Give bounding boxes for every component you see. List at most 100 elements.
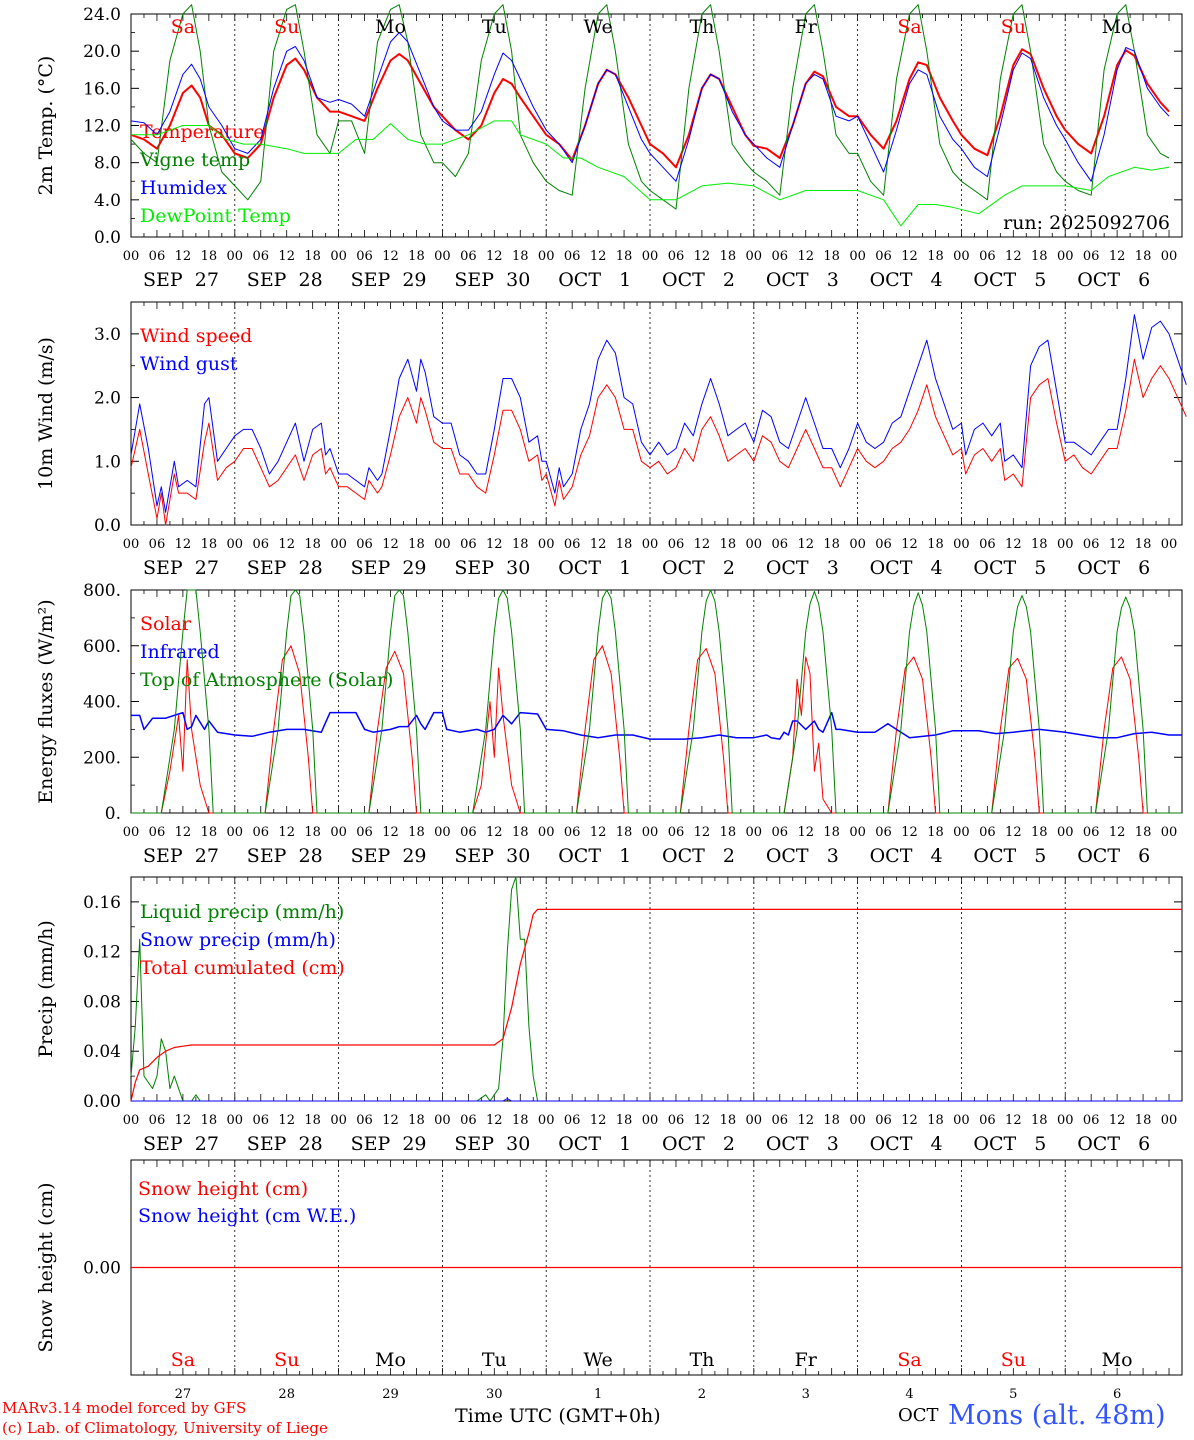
date-label: OCT 1 bbox=[558, 1133, 631, 1155]
hour-tick-label: 12 bbox=[278, 825, 295, 840]
hour-tick-label: 00 bbox=[642, 249, 659, 264]
hour-tick-label: 18 bbox=[304, 825, 321, 840]
hour-tick-label: 12 bbox=[382, 249, 399, 264]
hour-tick-label: 12 bbox=[278, 537, 295, 552]
weekday-label: Th bbox=[689, 16, 714, 38]
hour-tick-label: 18 bbox=[304, 249, 321, 264]
hour-tick-label: 00 bbox=[123, 537, 140, 552]
hour-tick-label: 18 bbox=[927, 825, 944, 840]
y-tick-label: 0.12 bbox=[83, 943, 121, 963]
hour-tick-label: 18 bbox=[304, 1113, 321, 1128]
hour-tick-label: 00 bbox=[953, 249, 970, 264]
hour-tick-label: 00 bbox=[123, 825, 140, 840]
weekday-label: We bbox=[583, 1349, 612, 1371]
panel-energy: 0. 200. 400. 600. 800. Energy fluxes (W/m²) So… bbox=[35, 581, 1183, 867]
date-label: SEP 30 bbox=[454, 1133, 530, 1155]
legend-entry: Wind gust bbox=[140, 353, 238, 375]
hour-tick-label: 06 bbox=[668, 537, 685, 552]
date-label: OCT 4 bbox=[870, 557, 943, 579]
hour-tick-label: 00 bbox=[1161, 825, 1178, 840]
date-label: SEP 27 bbox=[143, 557, 219, 579]
day-number-label: 5 bbox=[1009, 1387, 1017, 1402]
hour-tick-label: 06 bbox=[1083, 825, 1100, 840]
hour-tick-label: 06 bbox=[460, 249, 477, 264]
hour-tick-label: 12 bbox=[797, 825, 814, 840]
hour-tick-label: 18 bbox=[927, 249, 944, 264]
series-line-wind-gust bbox=[130, 314, 1187, 513]
hour-tick-label: 12 bbox=[797, 1113, 814, 1128]
legend-entry: Top of Atmosphere (Solar) bbox=[140, 669, 393, 691]
date-label: SEP 28 bbox=[247, 845, 323, 867]
hour-tick-label: 18 bbox=[1031, 249, 1048, 264]
hour-tick-label: 00 bbox=[849, 825, 866, 840]
hour-tick-label: 00 bbox=[642, 1113, 659, 1128]
hour-tick-label: 12 bbox=[382, 1113, 399, 1128]
hour-tick-label: 12 bbox=[694, 1113, 711, 1128]
y-tick-label: 20.0 bbox=[83, 42, 121, 62]
plot-frame bbox=[130, 301, 1183, 526]
panel-precip: 0.00 0.04 0.08 0.12 0.16 Precip (mm/h) Liquid … bbox=[35, 876, 1183, 1155]
weekday-label: Th bbox=[689, 1349, 714, 1371]
hour-tick-label: 00 bbox=[538, 537, 555, 552]
hour-tick-label: 06 bbox=[252, 537, 269, 552]
hour-tick-label: 06 bbox=[252, 1113, 269, 1128]
hour-tick-label: 06 bbox=[564, 825, 581, 840]
legend-entry: Solar bbox=[140, 613, 192, 635]
hour-tick-label: 06 bbox=[149, 249, 166, 264]
date-label: OCT 3 bbox=[766, 269, 839, 291]
day-number-label: 6 bbox=[1113, 1387, 1121, 1402]
hour-tick-label: 00 bbox=[434, 537, 451, 552]
date-label: SEP 28 bbox=[247, 557, 323, 579]
y-axis-title: 2m Temp. (°C) bbox=[35, 56, 57, 196]
plot-frame bbox=[130, 13, 1183, 238]
series-line-vigne-temp bbox=[130, 4, 1170, 210]
day-number-label: 3 bbox=[802, 1387, 810, 1402]
hour-tick-label: 06 bbox=[252, 825, 269, 840]
date-label: SEP 27 bbox=[143, 845, 219, 867]
date-label: SEP 29 bbox=[351, 1133, 427, 1155]
hour-tick-label: 00 bbox=[538, 825, 555, 840]
hour-tick-label: 18 bbox=[616, 249, 633, 264]
hour-tick-label: 12 bbox=[901, 249, 918, 264]
hour-tick-label: 06 bbox=[149, 825, 166, 840]
date-label: OCT 3 bbox=[766, 557, 839, 579]
series-line-wind-speed bbox=[130, 358, 1187, 526]
date-label: OCT 4 bbox=[870, 845, 943, 867]
hour-tick-label: 06 bbox=[875, 1113, 892, 1128]
hour-tick-label: 18 bbox=[1031, 1113, 1048, 1128]
hour-tick-label: 00 bbox=[1057, 537, 1074, 552]
day-number-label: 27 bbox=[175, 1387, 192, 1402]
hour-tick-label: 18 bbox=[408, 537, 425, 552]
hour-tick-label: 18 bbox=[512, 825, 529, 840]
hour-tick-label: 06 bbox=[979, 249, 996, 264]
panel-wind: 0.0 1.0 2.0 3.0 10m Wind (m/s) Wind speed Wind… bbox=[35, 301, 1187, 579]
hour-tick-label: 12 bbox=[1005, 537, 1022, 552]
hour-tick-label: 18 bbox=[1031, 825, 1048, 840]
hour-tick-label: 06 bbox=[149, 537, 166, 552]
hour-tick-label: 00 bbox=[642, 825, 659, 840]
y-tick-label: 600. bbox=[83, 637, 121, 657]
hour-tick-label: 18 bbox=[720, 1113, 737, 1128]
hour-tick-label: 00 bbox=[330, 249, 347, 264]
date-label: OCT 5 bbox=[973, 1133, 1046, 1155]
series-line-top-of-atmosphere-solar- bbox=[131, 589, 1182, 814]
y-tick-label: 0.16 bbox=[83, 893, 121, 913]
hour-tick-label: 06 bbox=[875, 249, 892, 264]
hour-tick-label: 00 bbox=[1057, 825, 1074, 840]
hour-tick-label: 00 bbox=[746, 249, 763, 264]
date-label: OCT 1 bbox=[558, 845, 631, 867]
day-number-label: 28 bbox=[278, 1387, 295, 1402]
y-tick-label: 0.0 bbox=[94, 228, 121, 248]
hour-tick-label: 00 bbox=[1161, 537, 1178, 552]
hour-tick-label: 12 bbox=[590, 1113, 607, 1128]
hour-tick-label: 12 bbox=[797, 249, 814, 264]
hour-tick-label: 18 bbox=[512, 537, 529, 552]
date-label: OCT 3 bbox=[766, 845, 839, 867]
hour-tick-label: 12 bbox=[901, 825, 918, 840]
legend-entry: Liquid precip (mm/h) bbox=[140, 901, 344, 923]
y-tick-label: 24.0 bbox=[83, 5, 121, 25]
hour-tick-label: 06 bbox=[771, 1113, 788, 1128]
hour-tick-label: 18 bbox=[720, 249, 737, 264]
date-label: OCT 6 bbox=[1077, 1133, 1150, 1155]
date-label: SEP 28 bbox=[247, 1133, 323, 1155]
